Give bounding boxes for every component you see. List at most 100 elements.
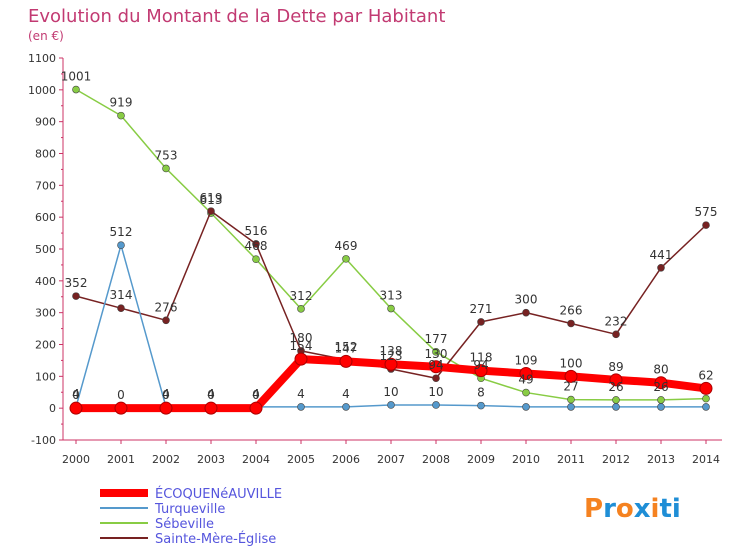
data-label: 26 (608, 380, 623, 394)
x-tick-label: 2012 (602, 453, 630, 466)
brand-letter: r (603, 494, 616, 524)
axes: -100010020030040050060070080090010001100… (28, 52, 722, 466)
data-label: 312 (290, 289, 313, 303)
data-label: 469 (335, 239, 358, 253)
y-tick-label: 0 (49, 402, 56, 415)
x-tick-label: 2004 (242, 453, 270, 466)
data-label: 919 (110, 96, 133, 110)
legend: ÉCOQUENéAUVILLETurquevilleSébevilleSaint… (100, 486, 282, 547)
data-point (609, 373, 623, 387)
legend-label: Turqueville (154, 502, 225, 517)
data-point (567, 395, 575, 404)
data-label: 0 (72, 388, 80, 402)
data-point (657, 403, 665, 411)
data-point (387, 401, 395, 409)
y-tick-label: 1100 (28, 52, 56, 65)
data-point (567, 319, 575, 328)
data-point (204, 401, 218, 415)
x-tick-label: 2008 (422, 453, 450, 466)
data-point (162, 164, 170, 173)
data-point (657, 396, 665, 404)
legend-label: Sébeville (155, 517, 214, 532)
x-tick-label: 2013 (647, 453, 675, 466)
data-label: 512 (110, 225, 133, 239)
data-label: 27 (563, 380, 578, 394)
data-label: 100 (560, 356, 583, 370)
data-label: 313 (380, 289, 403, 303)
data-label: 1001 (61, 70, 92, 84)
data-point (252, 240, 260, 248)
data-point (657, 263, 665, 272)
brand-letter: i (651, 494, 660, 524)
x-tick-label: 2002 (152, 453, 180, 466)
data-point (387, 304, 395, 313)
data-label: 62 (698, 368, 713, 382)
y-tick-label: 200 (35, 339, 56, 352)
data-label: 0 (162, 388, 170, 402)
data-label: 10 (428, 385, 443, 399)
data-point (297, 305, 305, 313)
y-tick-label: 800 (35, 148, 56, 161)
x-tick-label: 2005 (287, 453, 315, 466)
data-point (72, 292, 80, 300)
data-point (117, 304, 125, 313)
brand-letter: P (584, 494, 603, 524)
data-point (162, 316, 170, 325)
data-label: 468 (245, 239, 268, 253)
x-tick-label: 2001 (107, 453, 135, 466)
brand-letter: t (659, 494, 671, 524)
chart-subtitle: (en €) (28, 29, 64, 43)
brand-logo-text: Proxiti (584, 494, 681, 524)
data-point (429, 360, 443, 374)
data-label: 516 (245, 224, 268, 238)
data-label: 441 (650, 248, 673, 262)
data-label: 232 (605, 314, 628, 328)
brand-logo: Proxiti (584, 494, 681, 524)
data-label: 89 (608, 360, 623, 374)
data-point (519, 366, 533, 380)
data-point (114, 401, 128, 415)
data-label: 80 (653, 363, 668, 377)
brand-letter: i (672, 494, 681, 524)
data-point (612, 396, 620, 404)
y-tick-label: 600 (35, 211, 56, 224)
data-point (252, 255, 260, 263)
data-label: 94 (473, 358, 488, 372)
data-point (339, 354, 353, 368)
y-tick-label: 900 (35, 116, 56, 129)
legend-label: Sainte-Mère-Église (155, 531, 276, 547)
data-label: 4 (72, 387, 80, 401)
data-labels: 1001 919 753 613 468 312 469 313 177 94 49 27 26 26 35… (61, 70, 718, 403)
data-point (564, 369, 578, 383)
data-point (702, 221, 710, 229)
data-label: 753 (155, 148, 178, 162)
data-label: 0 (207, 388, 215, 402)
x-tick-label: 2003 (197, 453, 225, 466)
data-label: 276 (155, 300, 178, 314)
data-point (522, 308, 530, 317)
data-label: 123 (380, 349, 403, 363)
data-point (342, 403, 350, 411)
data-label: 109 (515, 353, 538, 367)
data-label: 0 (252, 388, 260, 402)
data-label: 4 (252, 387, 260, 401)
x-tick-label: 2006 (332, 453, 360, 466)
y-tick-label: 400 (35, 275, 56, 288)
series-layer (69, 85, 713, 415)
data-label: 352 (65, 276, 88, 290)
y-tick-label: 700 (35, 179, 56, 192)
data-label: 619 (200, 191, 223, 205)
data-label: 0 (117, 388, 125, 402)
data-label: 4 (162, 387, 170, 401)
data-point (294, 352, 308, 366)
x-tick-label: 2007 (377, 453, 405, 466)
x-tick-label: 2010 (512, 453, 540, 466)
data-point (432, 348, 440, 356)
y-tick-label: -100 (31, 434, 56, 447)
data-label: 177 (425, 332, 448, 346)
data-label: 314 (110, 288, 133, 302)
data-label: 266 (560, 303, 583, 317)
data-point (474, 364, 488, 378)
data-point (612, 330, 620, 339)
